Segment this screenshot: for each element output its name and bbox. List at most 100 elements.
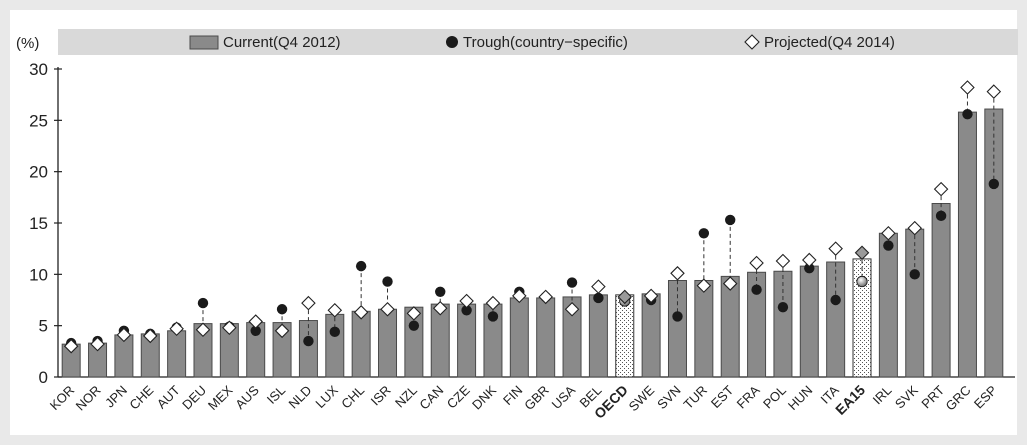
trough-point-can <box>435 286 446 297</box>
x-tick-label-kor: KOR <box>47 383 78 414</box>
projected-point-svk <box>907 220 923 236</box>
bar-est <box>720 275 740 378</box>
projected-point-aut <box>169 321 184 337</box>
x-tick-label-prt: PRT <box>918 382 947 411</box>
x-tick-label-grc: GRC <box>943 383 974 414</box>
trough-point-prt <box>935 210 947 222</box>
bar-ita <box>826 261 846 378</box>
x-tick-label-tur: TUR <box>680 383 709 412</box>
legend-label-projected: Projected(Q4 2014) <box>764 34 895 51</box>
trough-point-tur <box>698 228 710 239</box>
projected-point-est <box>722 276 738 291</box>
legend-label-trough: Trough(country−specific) <box>463 34 628 51</box>
x-tick-label-gbr: GBR <box>521 383 552 414</box>
legend-swatch-bar <box>189 35 219 50</box>
projected-point-isr <box>380 301 395 317</box>
x-tick-label-svn: SVN <box>654 383 684 413</box>
x-tick-label-mex: MEX <box>205 382 236 413</box>
x-tick-label-usa: USA <box>549 382 579 412</box>
projected-point-prt <box>933 181 949 197</box>
x-tick-label-nld: NLD <box>286 383 315 412</box>
y-tick-label: 15 <box>29 214 48 233</box>
legend-swatch-projected <box>744 34 760 50</box>
projected-point-chl <box>353 305 369 320</box>
x-tick-label-cze: CZE <box>444 382 473 411</box>
x-tick-label-irl: IRL <box>870 383 895 408</box>
bar-series <box>61 108 1004 378</box>
x-tick-label-ea15: EA15 <box>832 382 868 418</box>
x-tick-label-fra: FRA <box>734 382 763 411</box>
trough-point-est <box>725 214 736 226</box>
y-axis-label: (%) <box>16 35 39 52</box>
trough-point-hun <box>804 262 815 274</box>
projected-point-nzl <box>406 306 422 321</box>
trough-point-usa <box>566 277 578 288</box>
trough-point-cze <box>461 305 472 316</box>
x-tick-label-can: CAN <box>416 383 446 413</box>
trough-point-fra <box>751 284 762 295</box>
bar-isr <box>378 308 398 378</box>
trough-point-esp <box>988 178 1000 190</box>
trough-point-bel <box>593 292 604 304</box>
x-tick-label-isr: ISR <box>368 383 394 409</box>
x-tick-label-jpn: JPN <box>102 383 130 411</box>
projected-point-irl <box>881 225 896 241</box>
x-tick-label-aut: AUT <box>154 382 183 411</box>
bar-nld <box>298 320 318 378</box>
x-tick-label-svk: SVK <box>892 382 921 411</box>
x-tick-label-lux: LUX <box>312 382 341 411</box>
projected-point-bel <box>591 279 606 294</box>
y-tick-label: 10 <box>29 265 48 284</box>
y-tick-label: 0 <box>39 368 48 387</box>
trough-point-aus <box>250 325 261 336</box>
projected-point-lux <box>327 302 343 318</box>
projected-point-aus <box>248 314 263 329</box>
projected-point-tur <box>696 278 712 293</box>
x-tick-label-chl: CHL <box>338 383 367 412</box>
x-tick-label-pol: POL <box>760 383 789 412</box>
x-tick-label-hun: HUN <box>785 383 816 414</box>
trough-point-irl <box>883 240 894 251</box>
trough-point-ea15 <box>856 275 868 288</box>
x-tick-label-nzl: NZL <box>392 383 420 411</box>
bar-gbr <box>536 297 556 378</box>
trough-point-pol <box>777 301 789 313</box>
projected-point-nld <box>301 295 316 311</box>
projected-point-fin <box>512 288 527 304</box>
bar-grc <box>957 111 977 378</box>
trough-point-nzl <box>408 320 420 331</box>
projected-point-svn <box>670 266 685 281</box>
x-tick-label-aus: AUS <box>232 382 262 412</box>
projected-point-usa <box>564 301 580 317</box>
x-tick-label-nor: NOR <box>73 383 104 414</box>
x-tick-label-est: EST <box>708 382 737 411</box>
bar-swe <box>641 293 661 378</box>
projected-point-dnk <box>485 295 501 311</box>
bar-fin <box>509 297 529 378</box>
projected-point-fra <box>749 255 764 271</box>
projected-point-mex <box>222 320 237 335</box>
projected-point-swe <box>643 288 659 304</box>
legend-label-current: Current(Q4 2012) <box>223 34 341 51</box>
bar-bel <box>588 294 608 378</box>
projected-point-esp <box>986 84 1002 99</box>
bar-irl <box>878 232 898 378</box>
projected-point-che <box>142 328 158 344</box>
bar-chl <box>351 310 371 378</box>
projected-point-deu <box>195 322 211 338</box>
trough-point-dnk <box>487 311 499 322</box>
x-tick-label-isl: ISL <box>264 383 288 407</box>
trough-point-isr <box>382 276 393 287</box>
x-tick-label-dnk: DNK <box>469 382 499 412</box>
projected-point-cze <box>459 293 474 309</box>
legend-swatch-trough <box>446 36 458 48</box>
projected-point-isl <box>274 323 290 339</box>
legend: Current(Q4 2012) Trough(country−specific)… <box>189 34 895 51</box>
trough-point-ita <box>830 294 841 306</box>
x-tick-label-deu: DEU <box>179 383 209 413</box>
bar-tur <box>694 279 714 378</box>
x-tick-label-che: CHE <box>126 382 156 412</box>
x-tick-label-swe: SWE <box>626 382 658 414</box>
bar-aut <box>167 330 187 378</box>
